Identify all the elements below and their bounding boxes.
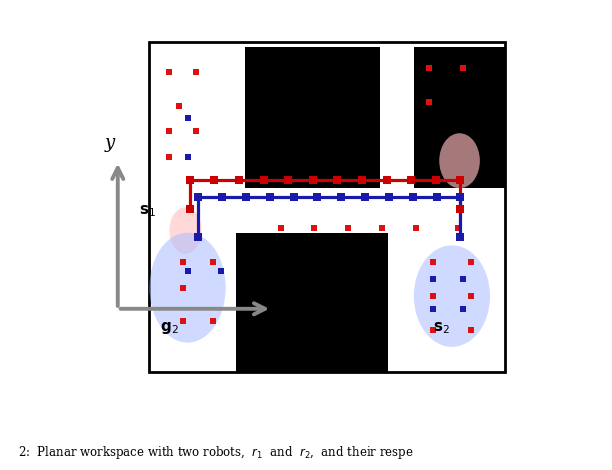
Text: $\mathbf{s}_1$: $\mathbf{s}_1$ bbox=[139, 204, 156, 219]
Ellipse shape bbox=[414, 245, 490, 347]
Text: x: x bbox=[281, 302, 291, 320]
Ellipse shape bbox=[170, 207, 201, 254]
Bar bbox=[149, 42, 505, 372]
Text: $\mathbf{s}_2$: $\mathbf{s}_2$ bbox=[433, 320, 450, 336]
Text: y: y bbox=[104, 134, 114, 152]
Text: $\mathbf{g}_2$: $\mathbf{g}_2$ bbox=[160, 320, 179, 336]
Bar bbox=[414, 47, 505, 188]
Text: 2:  Planar workspace with two robots,  $r_1$  and  $r_2$,  and their respe: 2: Planar workspace with two robots, $r_… bbox=[18, 444, 414, 461]
Text: $\mathbf{g}_1$: $\mathbf{g}_1$ bbox=[422, 133, 441, 150]
Bar bbox=[245, 47, 380, 188]
Ellipse shape bbox=[439, 133, 480, 188]
Ellipse shape bbox=[149, 233, 226, 343]
Bar bbox=[236, 233, 389, 372]
